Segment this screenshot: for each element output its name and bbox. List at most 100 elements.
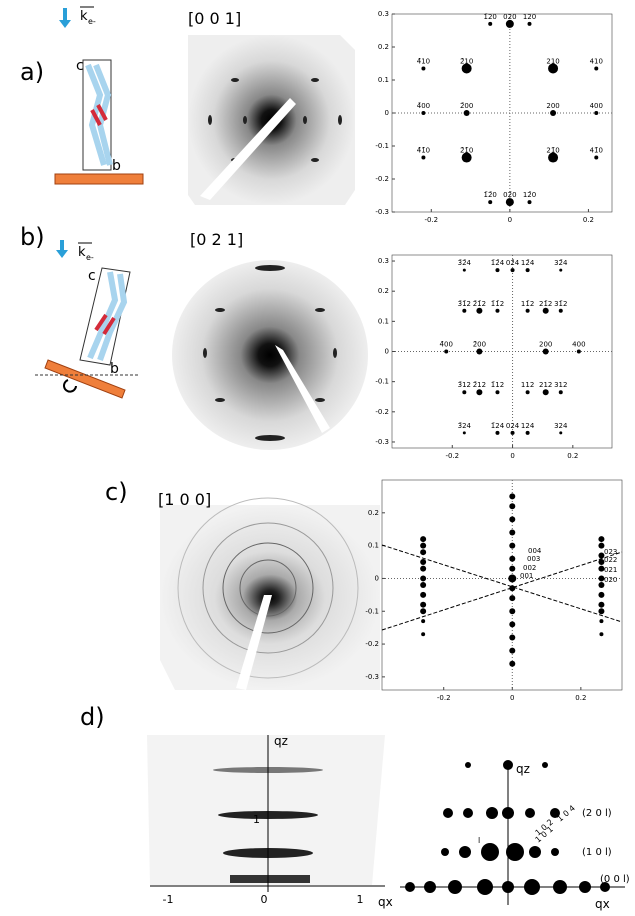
spot bbox=[509, 647, 516, 654]
spot bbox=[488, 200, 493, 205]
spot bbox=[542, 348, 549, 355]
spot bbox=[508, 574, 517, 583]
spot bbox=[548, 63, 559, 74]
spot bbox=[420, 549, 427, 556]
spot-label: 1̄2̄0 bbox=[484, 191, 497, 199]
y-tick-label: 0.3 bbox=[378, 257, 389, 265]
spot-label: 2̄10 bbox=[460, 57, 473, 65]
y-tick-label: 0 bbox=[375, 574, 379, 582]
spot bbox=[576, 349, 581, 354]
spot bbox=[509, 516, 516, 523]
y-tick-label: -0.3 bbox=[375, 438, 389, 446]
y-tick-label: -0.3 bbox=[365, 673, 379, 681]
spot-label: 1̄12 bbox=[491, 381, 504, 389]
beam-stop bbox=[236, 595, 272, 690]
spot bbox=[476, 348, 483, 355]
spot-label: 21̄0 bbox=[546, 147, 559, 155]
spot bbox=[495, 430, 500, 435]
spot-label: 02̄0 bbox=[503, 191, 516, 199]
spot-label: 1̄1̄2 bbox=[491, 300, 504, 308]
crystal-sketch-a bbox=[54, 8, 144, 185]
beam-stop bbox=[200, 98, 296, 200]
crystal-sketch-b bbox=[35, 240, 140, 399]
spot bbox=[420, 608, 427, 615]
spot bbox=[462, 268, 466, 272]
spot bbox=[509, 565, 516, 572]
spot bbox=[495, 390, 500, 395]
x-tick-label: 0 bbox=[508, 216, 512, 224]
spot bbox=[594, 155, 599, 160]
reflection-label: 021 bbox=[604, 566, 617, 574]
reflection-label: 023 bbox=[604, 548, 617, 556]
spot bbox=[550, 110, 557, 116]
reflection-label: 003 bbox=[527, 555, 540, 563]
spot bbox=[558, 308, 563, 313]
y-tick-label: -0.3 bbox=[375, 208, 389, 216]
y-tick-label: -0.2 bbox=[375, 175, 389, 183]
spot-label: 400 bbox=[572, 341, 585, 349]
spot bbox=[421, 155, 426, 160]
y-tick-label: 0 bbox=[385, 109, 389, 117]
spot bbox=[548, 152, 559, 163]
spot bbox=[527, 200, 532, 205]
spot bbox=[421, 632, 426, 637]
spot bbox=[420, 542, 427, 549]
spot bbox=[505, 198, 514, 207]
spot-label: (0 0 l) bbox=[600, 874, 630, 885]
spot bbox=[598, 536, 605, 543]
spot bbox=[421, 111, 426, 115]
x-tick-label: 0.2 bbox=[575, 694, 586, 702]
spot bbox=[509, 660, 516, 667]
y-tick-label: 1 bbox=[253, 813, 260, 826]
spot bbox=[462, 308, 467, 313]
spot bbox=[598, 559, 605, 566]
spot bbox=[542, 389, 549, 396]
spot bbox=[461, 63, 472, 74]
spot-label: 4̄1̄0 bbox=[417, 147, 430, 155]
zone-axis: [0 0 1] bbox=[188, 9, 241, 28]
spot-label: 1 0 4 bbox=[556, 804, 577, 824]
spot bbox=[509, 621, 516, 628]
spot bbox=[542, 307, 549, 314]
reflection-label: 004 bbox=[528, 547, 542, 555]
spot-label: 2̄1̄0 bbox=[460, 147, 473, 155]
x-tick-label: -0.2 bbox=[424, 216, 438, 224]
zone-axis: [1 0 0] bbox=[158, 490, 211, 509]
spot-label: (1 0 l) bbox=[582, 847, 612, 858]
spot-label: 4̄10 bbox=[417, 57, 430, 65]
reflections bbox=[203, 265, 337, 441]
spot-label: 210 bbox=[546, 57, 559, 65]
spot-label: 212 bbox=[539, 381, 552, 389]
axis-label: b bbox=[110, 361, 119, 377]
beam-stop bbox=[275, 345, 330, 433]
spot-label: 4̄00 bbox=[417, 102, 430, 110]
spot bbox=[509, 542, 516, 549]
spot-label: 3̄24 bbox=[458, 422, 472, 430]
spot-label: 120 bbox=[523, 13, 536, 21]
spot-label: (2 0 l) bbox=[582, 808, 612, 819]
x-tick-label: 0.2 bbox=[567, 452, 578, 460]
reflection-label: 001 bbox=[520, 572, 533, 580]
spot bbox=[598, 601, 605, 608]
x-tick-label: 1 bbox=[357, 893, 364, 906]
spot bbox=[420, 601, 427, 608]
spot bbox=[510, 268, 515, 273]
x-tick-label: -0.2 bbox=[445, 452, 459, 460]
spot bbox=[525, 390, 530, 395]
y-tick-label: 0.2 bbox=[378, 43, 389, 51]
spot bbox=[509, 503, 516, 510]
x-tick-label: -1 bbox=[163, 893, 174, 906]
spot bbox=[525, 308, 530, 313]
spot-label: l bbox=[478, 836, 480, 845]
spot bbox=[462, 431, 466, 435]
reflection-label: 020 bbox=[604, 576, 617, 584]
x-tick-label: 0 bbox=[510, 452, 514, 460]
spot-label: 1̄20 bbox=[484, 13, 497, 21]
spot bbox=[509, 529, 516, 536]
spot bbox=[420, 559, 427, 566]
spot bbox=[509, 608, 516, 615]
spot-label: 112 bbox=[521, 381, 534, 389]
spot-label: 124 bbox=[521, 422, 535, 430]
zone-axis: [0 2 1] bbox=[190, 230, 243, 249]
